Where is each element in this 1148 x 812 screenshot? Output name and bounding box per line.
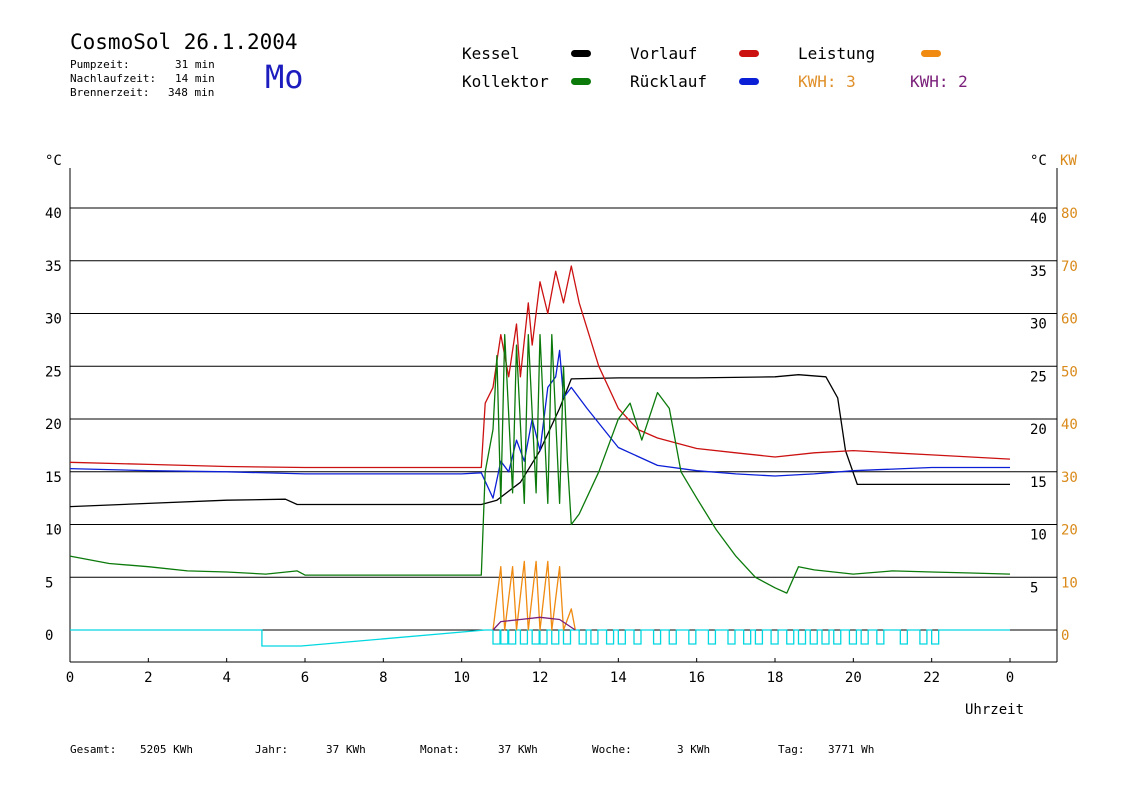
- x-tick-9: 18: [767, 670, 784, 686]
- y-tick-left-20: 20: [45, 417, 62, 433]
- x-tick-5: 10: [453, 670, 470, 686]
- x-tick-8: 16: [688, 670, 705, 686]
- legend-leistung-label: Leistung: [798, 44, 876, 63]
- series-kessel: [69, 374, 1010, 508]
- footer-jahr-value: 37 KWh: [326, 743, 366, 756]
- x-axis-label: Uhrzeit: [965, 702, 1024, 718]
- y-tick-right-30: 30: [1030, 317, 1047, 333]
- x-tick-12: 0: [1006, 670, 1014, 686]
- y2-tick-kw-80: 80: [1061, 206, 1078, 222]
- y-tick-right-40: 40: [1030, 211, 1047, 227]
- footer-gesamt-label: Gesamt:: [70, 743, 117, 756]
- y-tick-left-0: 0: [45, 628, 53, 644]
- y2-tick-kw-70: 70: [1061, 259, 1078, 275]
- footer-woche-value: 3 KWh: [677, 743, 711, 756]
- y-tick-left-40: 40: [45, 206, 62, 222]
- legend-vorlauf-swatch: [739, 50, 759, 57]
- footer-monat-label: Monat:: [420, 743, 460, 756]
- y-tick-left-35: 35: [45, 259, 62, 275]
- weekday-label: Mo: [265, 58, 304, 96]
- nachlaufzeit-label: Nachlaufzeit:: [70, 72, 157, 85]
- legend-vorlauf-label: Vorlauf: [630, 44, 698, 63]
- legend-ruecklauf-swatch: [739, 78, 759, 85]
- x-tick-10: 20: [845, 670, 862, 686]
- series-kollektor: [69, 333, 1011, 594]
- y-unit-left: °C: [45, 153, 62, 169]
- y-tick-right-35: 35: [1030, 264, 1047, 280]
- legend-kollektor-swatch: [571, 78, 591, 85]
- y-tick-left-15: 15: [45, 470, 62, 486]
- y2-tick-kw-60: 60: [1061, 312, 1078, 328]
- footer-tag-label: Tag:: [778, 743, 805, 756]
- x-tick-1: 2: [144, 670, 152, 686]
- footer-monat-value: 37 KWh: [498, 743, 538, 756]
- y2-tick-kw-20: 20: [1061, 523, 1078, 539]
- footer-gesamt-value: 5205 KWh: [140, 743, 193, 756]
- legend-leistung-swatch: [921, 50, 941, 57]
- x-tick-0: 0: [66, 670, 74, 686]
- y-tick-right-20: 20: [1030, 422, 1047, 438]
- legend-kwh2: KWH: 2: [910, 72, 968, 91]
- pumpzeit-value: 31 min: [175, 58, 215, 71]
- y-unit-kw: KW: [1060, 153, 1077, 169]
- pumpzeit-label: Pumpzeit:: [70, 58, 130, 71]
- series-vorlauf: [69, 265, 1011, 469]
- x-tick-11: 22: [923, 670, 940, 686]
- y-tick-left-30: 30: [45, 312, 62, 328]
- y2-tick-kw-40: 40: [1061, 417, 1078, 433]
- y-tick-right-15: 15: [1030, 475, 1047, 491]
- legend-kollektor-label: Kollektor: [462, 72, 549, 91]
- y-tick-right-5: 5: [1030, 580, 1038, 596]
- chart-title: CosmoSol 26.1.2004: [70, 30, 298, 54]
- series-leistung: [492, 560, 576, 631]
- y2-tick-kw-0: 0: [1061, 628, 1069, 644]
- y-unit-right: °C: [1030, 153, 1047, 169]
- y-tick-right-10: 10: [1030, 528, 1047, 544]
- series-ruecklauf: [69, 349, 1010, 499]
- legend-kessel-label: Kessel: [462, 44, 520, 63]
- x-tick-4: 8: [379, 670, 387, 686]
- y-tick-right-25: 25: [1030, 369, 1047, 385]
- x-tick-3: 6: [301, 670, 309, 686]
- footer-jahr-label: Jahr:: [255, 743, 289, 756]
- x-tick-7: 14: [610, 670, 627, 686]
- y-tick-left-5: 5: [45, 575, 53, 591]
- series-kwh2: [492, 616, 576, 631]
- footer-tag-value: 3771 Wh: [828, 743, 875, 756]
- footer-woche-label: Woche:: [592, 743, 632, 756]
- legend-kwh1: KWH: 3: [798, 72, 856, 91]
- series-pump-indicator: [70, 629, 1010, 647]
- y-tick-left-25: 25: [45, 364, 62, 380]
- y2-tick-kw-10: 10: [1061, 575, 1078, 591]
- brennerzeit-label: Brennerzeit:: [70, 86, 150, 99]
- y2-tick-kw-30: 30: [1061, 470, 1078, 486]
- brennerzeit-value: 348 min: [168, 86, 215, 99]
- x-tick-6: 12: [532, 670, 549, 686]
- y2-tick-kw-50: 50: [1061, 364, 1078, 380]
- legend-ruecklauf-label: Rücklauf: [630, 72, 708, 91]
- y-tick-left-10: 10: [45, 523, 62, 539]
- legend-kessel-swatch: [571, 50, 591, 57]
- x-tick-2: 4: [222, 670, 230, 686]
- nachlaufzeit-value: 14 min: [175, 72, 215, 85]
